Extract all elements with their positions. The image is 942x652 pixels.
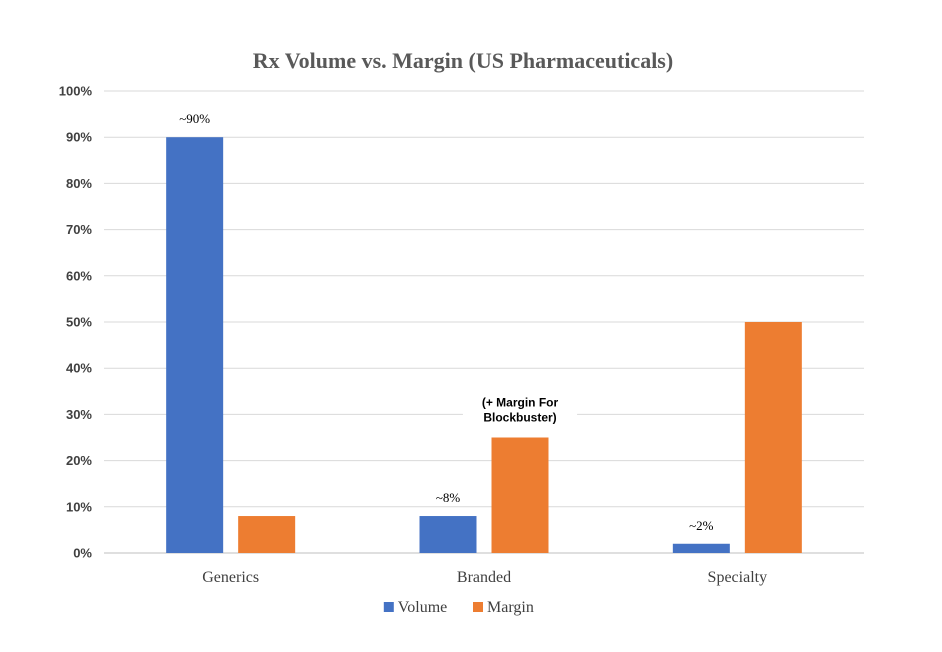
bar-margin-specialty xyxy=(744,322,802,553)
chart-title: Rx Volume vs. Margin (US Pharmaceuticals… xyxy=(253,48,673,73)
legend-swatch-margin xyxy=(473,602,483,612)
bar-margin-generics xyxy=(238,516,296,553)
y-tick-label: 50% xyxy=(66,315,92,330)
bar-margin-branded xyxy=(491,437,549,553)
x-tick-label: Branded xyxy=(457,569,511,586)
y-tick-label: 10% xyxy=(66,499,92,514)
legend-label-volume: Volume xyxy=(398,599,447,616)
y-tick-label: 60% xyxy=(66,268,92,283)
y-tick-label: 0% xyxy=(73,546,92,561)
x-axis-tick-labels: Generics Branded Specialty xyxy=(202,569,767,586)
annotation-background xyxy=(462,392,578,433)
gridlines xyxy=(104,90,864,554)
y-tick-label: 20% xyxy=(66,453,92,468)
bars xyxy=(166,137,802,553)
y-tick-label: 90% xyxy=(66,130,92,145)
annotation-text: (+ Margin For xyxy=(482,396,559,410)
y-axis-tick-labels: 0% 10% 20% 30% 40% 50% 60% 70% 80% 90% 100% xyxy=(59,84,93,561)
y-tick-label: 70% xyxy=(66,222,92,237)
data-label: ~8% xyxy=(436,490,461,505)
x-tick-label: Specialty xyxy=(708,569,768,586)
y-tick-label: 40% xyxy=(66,361,92,376)
x-tick-label: Generics xyxy=(202,569,259,586)
y-tick-label: 80% xyxy=(66,176,92,191)
bar-volume-specialty xyxy=(672,543,730,553)
legend: Volume Margin xyxy=(383,599,534,616)
legend-swatch-volume xyxy=(383,602,394,612)
legend-label-margin: Margin xyxy=(487,599,534,616)
y-tick-label: 100% xyxy=(59,84,93,99)
bar-volume-branded xyxy=(419,516,477,553)
y-tick-label: 30% xyxy=(66,407,92,422)
data-labels: ~90% ~8% ~2% xyxy=(179,111,713,533)
data-label: ~2% xyxy=(689,518,714,533)
annotation-text: Blockbuster) xyxy=(483,411,556,425)
bar-volume-generics xyxy=(166,137,224,553)
data-label: ~90% xyxy=(179,111,210,126)
